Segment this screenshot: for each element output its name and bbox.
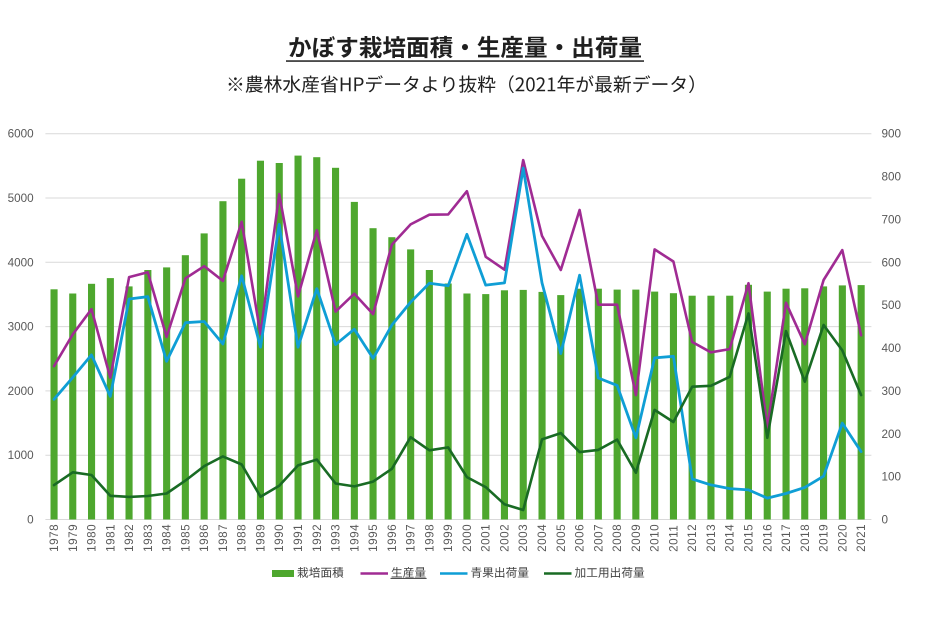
- svg-text:2019: 2019: [818, 524, 831, 552]
- svg-text:300: 300: [882, 385, 902, 398]
- svg-text:1991: 1991: [292, 524, 305, 552]
- svg-text:6000: 6000: [8, 128, 35, 141]
- svg-text:2000: 2000: [461, 524, 474, 552]
- svg-text:2012: 2012: [686, 524, 699, 552]
- svg-text:2003: 2003: [517, 524, 530, 552]
- svg-text:1979: 1979: [67, 524, 80, 552]
- svg-text:1981: 1981: [104, 524, 117, 552]
- svg-text:4000: 4000: [8, 256, 35, 269]
- svg-text:1987: 1987: [217, 524, 230, 552]
- svg-text:1993: 1993: [330, 524, 343, 552]
- svg-text:1992: 1992: [311, 524, 324, 552]
- svg-text:2002: 2002: [499, 524, 512, 552]
- svg-text:600: 600: [882, 256, 902, 269]
- svg-text:2016: 2016: [761, 524, 774, 552]
- svg-text:2021: 2021: [855, 524, 868, 552]
- svg-text:1000: 1000: [8, 449, 35, 462]
- svg-text:2017: 2017: [780, 524, 793, 552]
- svg-text:1983: 1983: [142, 524, 155, 552]
- svg-text:1996: 1996: [386, 524, 399, 552]
- svg-text:2011: 2011: [667, 525, 680, 552]
- svg-text:2006: 2006: [574, 524, 587, 552]
- svg-text:2014: 2014: [724, 524, 737, 552]
- svg-text:1994: 1994: [348, 524, 361, 552]
- svg-text:1995: 1995: [367, 524, 380, 552]
- svg-text:2020: 2020: [836, 524, 849, 552]
- svg-text:2015: 2015: [743, 524, 756, 552]
- svg-text:900: 900: [882, 128, 902, 141]
- svg-text:200: 200: [882, 428, 902, 441]
- svg-text:5000: 5000: [8, 192, 35, 205]
- svg-text:2018: 2018: [799, 524, 812, 552]
- svg-text:100: 100: [882, 471, 902, 484]
- svg-text:1997: 1997: [405, 524, 418, 552]
- svg-text:700: 700: [882, 213, 902, 226]
- svg-text:1978: 1978: [48, 524, 61, 552]
- svg-text:1989: 1989: [255, 524, 268, 552]
- svg-text:2000: 2000: [8, 385, 35, 398]
- svg-text:500: 500: [882, 299, 902, 312]
- svg-text:1998: 1998: [423, 524, 436, 552]
- svg-text:2013: 2013: [705, 524, 718, 552]
- svg-text:1984: 1984: [161, 524, 174, 552]
- svg-text:2005: 2005: [555, 524, 568, 552]
- svg-text:3000: 3000: [8, 321, 35, 334]
- svg-text:800: 800: [882, 171, 902, 184]
- svg-text:2008: 2008: [611, 524, 624, 552]
- svg-text:2004: 2004: [536, 524, 549, 552]
- svg-text:1982: 1982: [123, 524, 136, 552]
- svg-text:1988: 1988: [236, 524, 249, 552]
- svg-text:1999: 1999: [442, 524, 455, 552]
- svg-text:400: 400: [882, 342, 902, 355]
- svg-text:2010: 2010: [649, 524, 662, 552]
- svg-text:0: 0: [27, 514, 34, 527]
- svg-text:1990: 1990: [273, 524, 286, 552]
- svg-text:1986: 1986: [198, 524, 211, 552]
- svg-text:2001: 2001: [480, 524, 493, 552]
- svg-text:1985: 1985: [179, 524, 192, 552]
- svg-text:2007: 2007: [592, 524, 605, 552]
- svg-text:0: 0: [882, 514, 889, 527]
- svg-text:1980: 1980: [86, 524, 99, 552]
- svg-text:2009: 2009: [630, 524, 643, 552]
